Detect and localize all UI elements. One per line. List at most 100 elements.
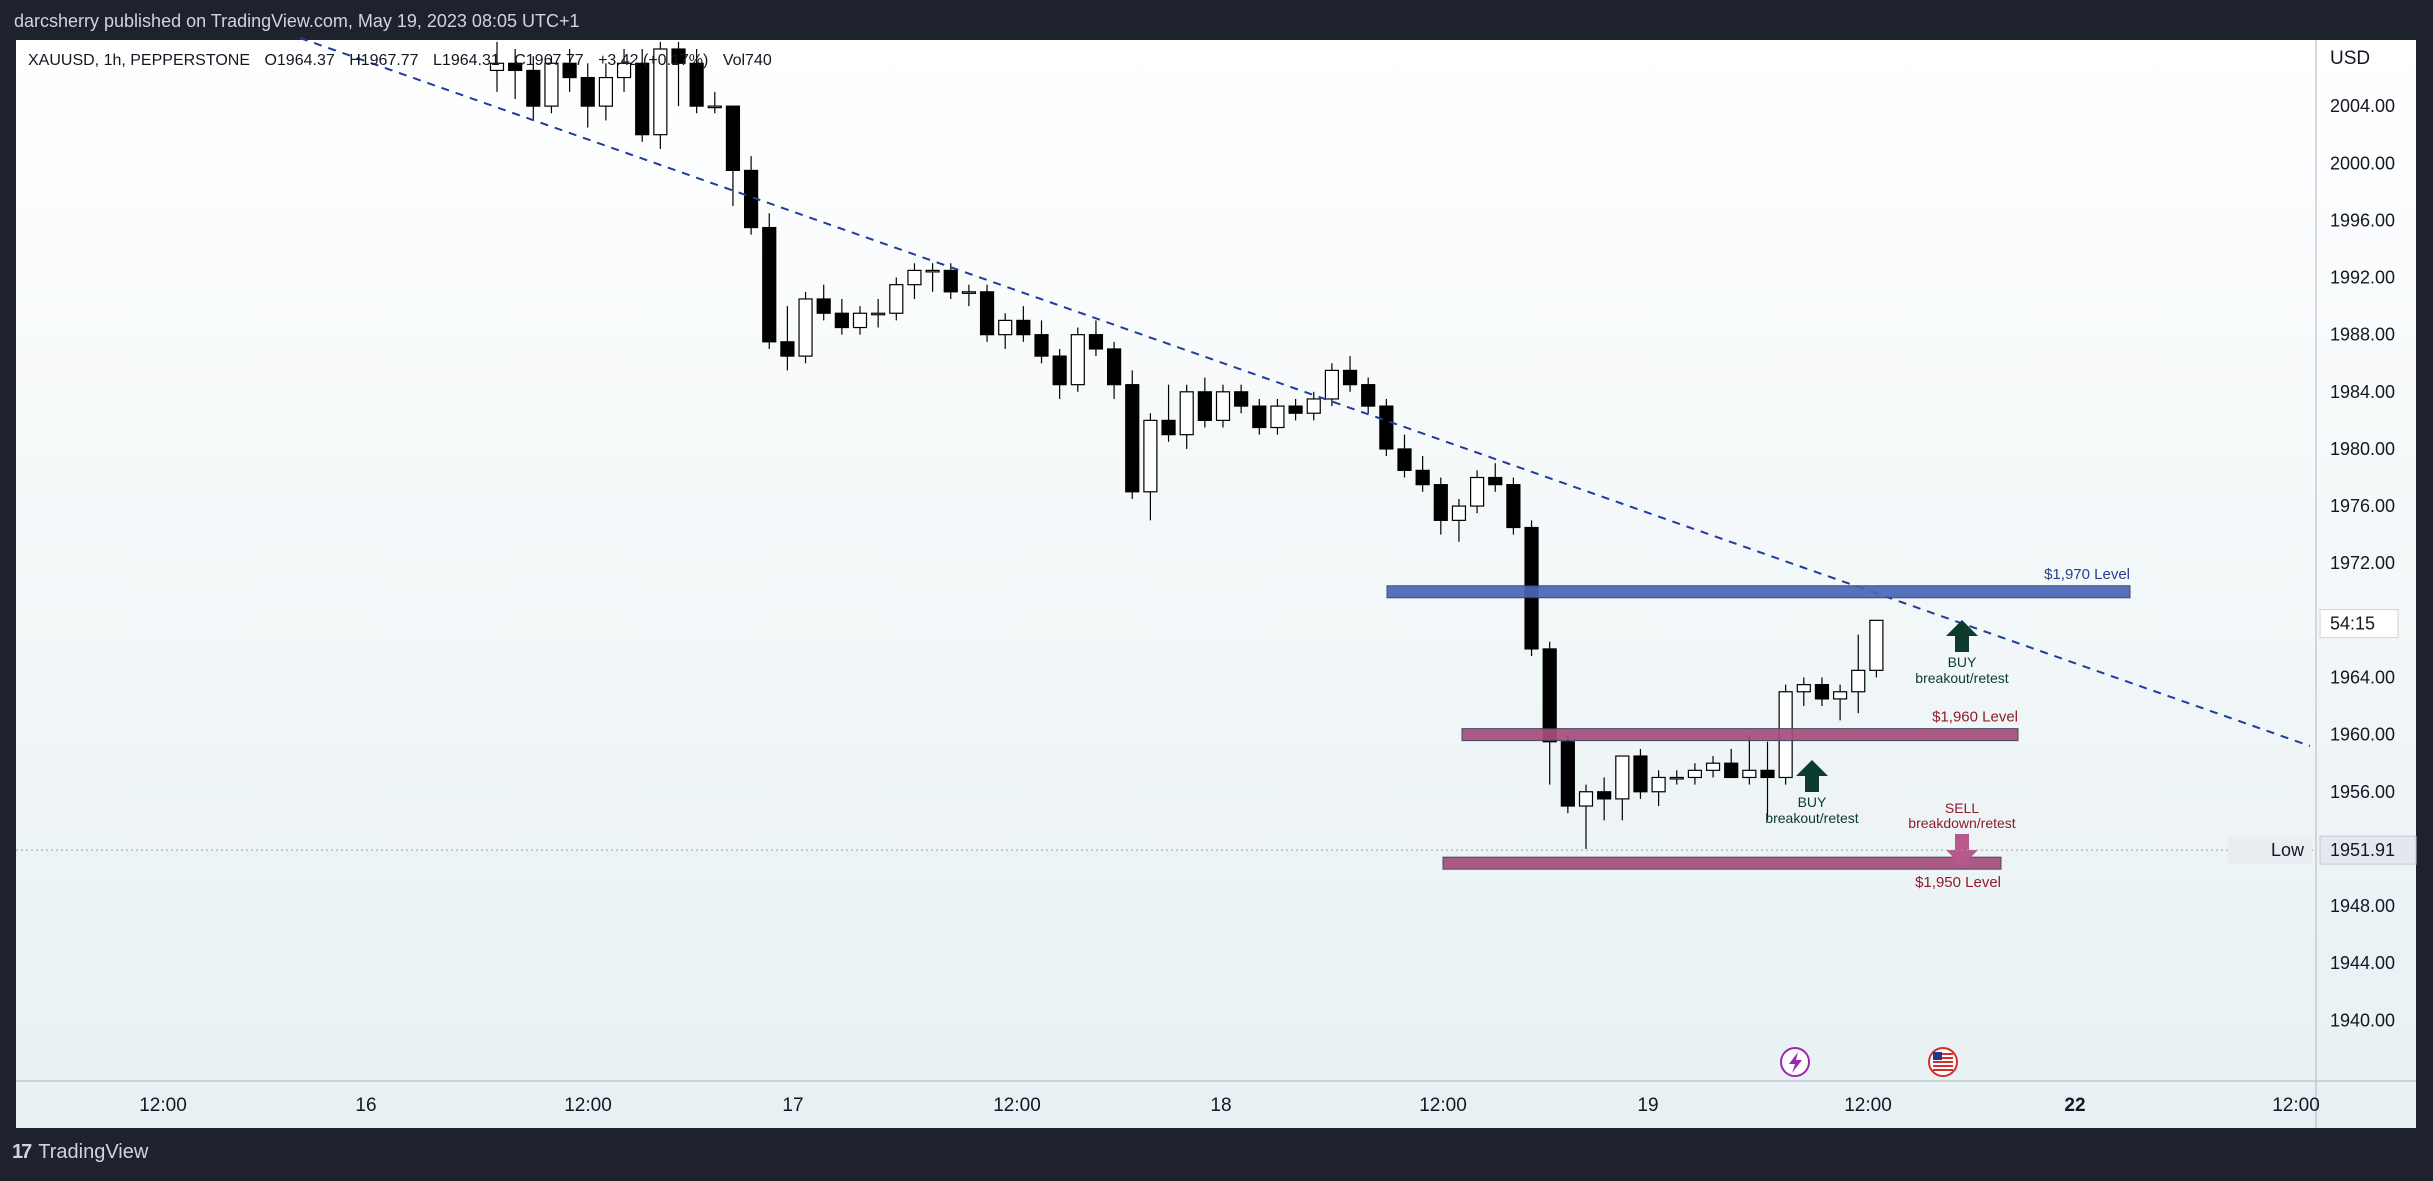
x-tick-label: 12:00	[564, 1095, 612, 1116]
candle-up-body	[1469, 476, 1485, 507]
candle	[1324, 363, 1340, 407]
annotation-title: BUY	[1948, 654, 1977, 670]
candle-up-body	[1615, 755, 1630, 800]
candle-up-body	[1578, 791, 1594, 807]
candle	[489, 41, 505, 92]
candle-up-body	[798, 298, 813, 357]
candle	[1088, 320, 1104, 357]
annotations-layer: BUYbreakout/retestBUYbreakout/retestSELL…	[16, 620, 2316, 1077]
legend-low: L1964.31	[433, 52, 500, 69]
candle-up-body	[1687, 769, 1703, 779]
candle	[780, 306, 795, 371]
lightning-icon-bolt	[1789, 1052, 1802, 1073]
us-flag-canton	[1933, 1052, 1942, 1060]
candle	[562, 49, 577, 92]
candle	[743, 156, 759, 235]
candle-up-body	[1851, 669, 1866, 693]
y-tick-label: 1956.00	[2330, 782, 2395, 802]
candle	[1234, 384, 1249, 414]
x-tick-label: 22	[2064, 1095, 2085, 1116]
candle	[1560, 734, 1575, 814]
candle-up-body	[1070, 334, 1085, 386]
candle-up-body	[616, 62, 632, 79]
low-label: Low	[2271, 840, 2305, 860]
y-tick-label: 1964.00	[2330, 667, 2395, 687]
candle	[1179, 384, 1194, 449]
price-axis[interactable]: 2004.00 2000.00 1996.00 1992.00 1988.00 1984.…	[2228, 96, 2417, 1030]
candle	[943, 263, 958, 299]
publisher-info: darcsherry published on TradingView.com,…	[14, 11, 580, 31]
candle	[635, 49, 650, 142]
annotation-subtitle: breakout/retest	[1915, 670, 2008, 686]
tradingview-logo[interactable]: 17 TradingView	[12, 1141, 148, 1164]
candle-up-body	[889, 284, 904, 314]
candle	[1034, 320, 1049, 364]
y-tick-label: 1992.00	[2330, 268, 2395, 288]
x-tick-label: 18	[1210, 1095, 1231, 1116]
candle	[1415, 456, 1430, 492]
x-tick-label: 12:00	[1844, 1095, 1892, 1116]
candle	[1542, 641, 1557, 785]
candle	[834, 298, 849, 335]
candle-up-body	[1143, 419, 1158, 493]
candle	[1215, 384, 1231, 428]
candle	[1197, 377, 1212, 428]
candle	[1651, 770, 1666, 807]
candle-down-body	[1034, 334, 1049, 357]
legend-open: O1964.37	[264, 52, 335, 69]
candle	[1106, 341, 1122, 399]
candle-up-body	[707, 105, 722, 109]
candle	[1288, 398, 1303, 421]
candle	[508, 49, 523, 99]
x-tick-label: 12:00	[139, 1095, 187, 1116]
candle-down-body	[635, 62, 650, 136]
candle	[762, 213, 777, 349]
candle-down-body	[762, 226, 777, 343]
annotation-title: BUY	[1798, 794, 1827, 810]
annotation-subtitle: breakout/retest	[1765, 810, 1858, 826]
annotation-title: SELL	[1945, 800, 1979, 816]
candle	[616, 49, 632, 92]
level-zone	[1386, 585, 2131, 599]
candle-up-body	[1742, 769, 1757, 779]
candle-down-body	[562, 62, 577, 79]
candle-up-body	[1306, 398, 1321, 414]
candle	[1742, 734, 1757, 785]
candle-down-body	[1288, 405, 1303, 414]
candle-up-body	[925, 269, 940, 273]
candle	[979, 284, 995, 342]
candle	[1687, 763, 1703, 785]
arrow-up-icon	[1796, 760, 1828, 792]
us-flag-icon	[1928, 1047, 1958, 1077]
annotation-subtitle: breakdown/retest	[1908, 815, 2016, 831]
candle	[1070, 327, 1085, 392]
low-badge-box	[2319, 835, 2417, 865]
level-zone	[1442, 856, 2002, 870]
candle	[1597, 777, 1612, 821]
y-tick-label: 1996.00	[2330, 210, 2395, 230]
candle-down-body	[834, 312, 849, 329]
candle-up-body	[1324, 369, 1340, 400]
candle-down-body	[580, 76, 595, 107]
x-tick-label: 16	[355, 1095, 376, 1116]
candle	[852, 306, 868, 335]
chart-pane[interactable]	[16, 40, 2416, 1128]
candle	[1252, 398, 1267, 435]
candle	[1451, 498, 1467, 542]
symbol-legend: XAUUSD, 1h, PEPPERSTONE O1964.37 H1967.7…	[28, 52, 782, 70]
y-tick-label: 1944.00	[2330, 953, 2395, 973]
candle-down-body	[1361, 384, 1376, 407]
candle-up-body	[544, 62, 559, 107]
candle	[1578, 784, 1594, 849]
candle-down-body	[1234, 391, 1249, 407]
candle-down-body	[1724, 762, 1739, 779]
candle-up-body	[1832, 691, 1848, 700]
candle-up-body	[1796, 684, 1811, 693]
us-flag-stripe	[1933, 1065, 1953, 1067]
tradingview-brand-label: TradingView	[38, 1141, 149, 1163]
candle-down-body	[1252, 405, 1267, 429]
candle-down-body	[1433, 484, 1448, 521]
time-axis[interactable]: 12:00 16 12:00 17 12:00 18 12:00 19 12:00 22 12:00	[139, 1095, 2320, 1116]
